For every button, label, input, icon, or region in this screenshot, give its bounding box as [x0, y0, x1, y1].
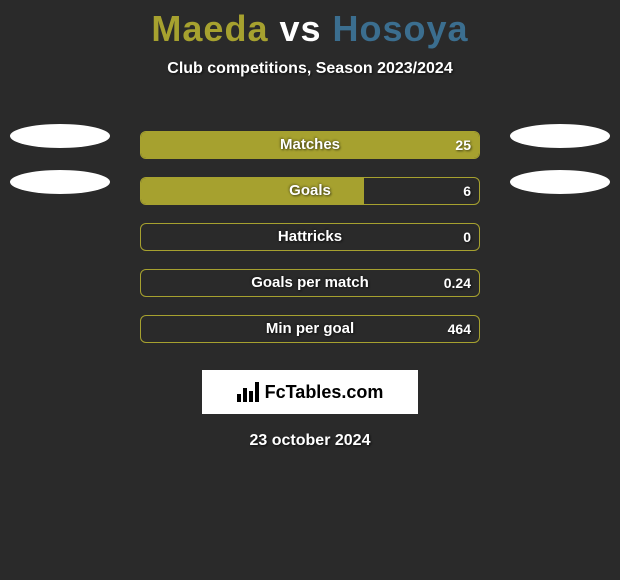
- stat-value: 25: [455, 132, 471, 158]
- stat-value: 464: [448, 316, 471, 342]
- player2-ellipse: [510, 170, 610, 194]
- stat-label: Goals per match: [141, 270, 479, 296]
- bar-chart-icon: [237, 382, 259, 402]
- stat-row: Goals6: [0, 168, 620, 214]
- stat-label: Min per goal: [141, 316, 479, 342]
- stat-row: Goals per match0.24: [0, 260, 620, 306]
- date-text: 23 october 2024: [0, 432, 620, 450]
- stat-bar: Goals6: [140, 177, 480, 205]
- player2-ellipse: [510, 124, 610, 148]
- title-player1: Maeda: [151, 8, 268, 49]
- title-player2: Hosoya: [333, 8, 469, 49]
- stat-label: Goals: [141, 178, 479, 204]
- subtitle: Club competitions, Season 2023/2024: [0, 60, 620, 78]
- stat-value: 0.24: [444, 270, 471, 296]
- brand-text: FcTables.com: [265, 382, 384, 403]
- stat-bar: Hattricks0: [140, 223, 480, 251]
- stats-container: Matches25 Goals6 Hattricks0 Goals per match…: [0, 122, 620, 352]
- stat-bar: Matches25: [140, 131, 480, 159]
- stat-value: 6: [463, 178, 471, 204]
- page-title: Maeda vs Hosoya: [0, 0, 620, 50]
- title-vs: vs: [268, 8, 332, 49]
- stat-row: Hattricks0: [0, 214, 620, 260]
- player1-ellipse: [10, 170, 110, 194]
- stat-row: Matches25: [0, 122, 620, 168]
- stat-bar: Goals per match0.24: [140, 269, 480, 297]
- player1-ellipse: [10, 124, 110, 148]
- stat-row: Min per goal464: [0, 306, 620, 352]
- stat-bar: Min per goal464: [140, 315, 480, 343]
- stat-label: Hattricks: [141, 224, 479, 250]
- stat-value: 0: [463, 224, 471, 250]
- stat-label: Matches: [141, 132, 479, 158]
- brand-box[interactable]: FcTables.com: [202, 370, 418, 414]
